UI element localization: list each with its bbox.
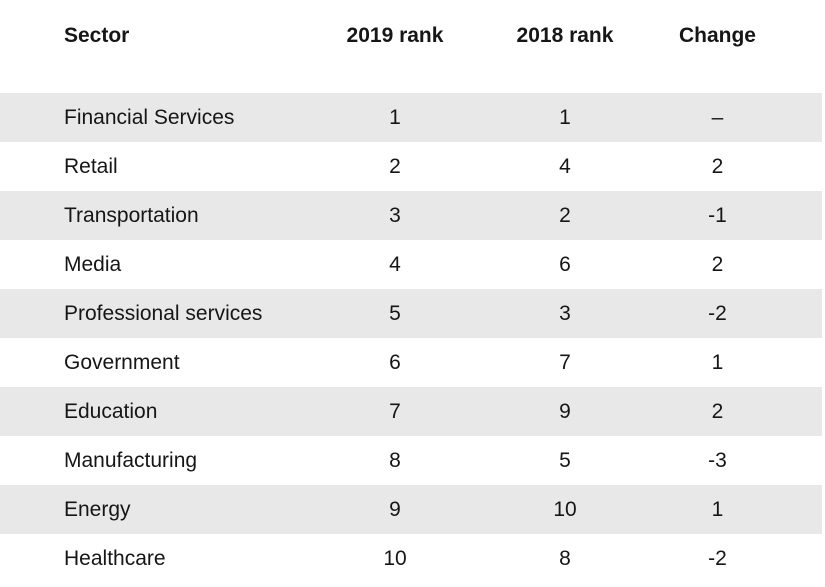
change-cell: -2: [708, 546, 727, 570]
rank-2019-cell: 3: [389, 203, 401, 227]
change-cell: 1: [711, 350, 724, 374]
rank-2018-cell: 5: [559, 448, 571, 472]
change-cell: 1: [711, 497, 724, 521]
rank-2018-cell: 3: [559, 301, 571, 325]
sector-cell: Financial Services: [64, 105, 235, 129]
rank-2019-cell: 5: [389, 301, 401, 325]
change-cell: -2: [708, 301, 727, 325]
sector-cell: Manufacturing: [64, 448, 198, 472]
sector-cell: Professional services: [64, 301, 263, 325]
rank-2019-cell: 9: [389, 497, 401, 521]
rank-2019-cell: 2: [389, 154, 401, 178]
rank-2018-cell: 7: [559, 350, 571, 374]
header-2018-rank: 2018 rank: [516, 24, 614, 47]
sector-cell: Government: [64, 350, 180, 374]
rank-2019-cell: 10: [383, 546, 407, 570]
header-2019-rank: 2019 rank: [346, 24, 444, 47]
rank-2019-cell: 1: [389, 105, 401, 129]
rank-2019-cell: 7: [389, 399, 401, 423]
table-row: Government 6 7 1: [0, 338, 822, 387]
rank-2019-cell: 6: [389, 350, 401, 374]
change-cell: -3: [708, 448, 727, 472]
table-header: Sector 2019 rank 2018 rank Change: [0, 16, 825, 56]
rank-2018-cell: 2: [559, 203, 571, 227]
rank-2018-cell: 1: [559, 105, 571, 129]
table-row: Transportation 3 2 -1: [0, 191, 822, 240]
rank-2018-cell: 4: [559, 154, 571, 178]
rank-2019-cell: 8: [389, 448, 401, 472]
sector-cell: Media: [64, 252, 122, 276]
table-row: Energy 9 10 1: [0, 485, 822, 534]
sector-cell: Healthcare: [64, 546, 166, 570]
sector-cell: Energy: [64, 497, 131, 521]
change-cell: 2: [711, 399, 724, 423]
sector-cell: Education: [64, 399, 158, 423]
rank-2018-cell: 9: [559, 399, 571, 423]
table-row: Manufacturing 8 5 -3: [0, 436, 822, 485]
header-sector: Sector: [64, 24, 130, 47]
table-row: Retail 2 4 2: [0, 142, 822, 191]
header-change: Change: [678, 24, 756, 47]
change-cell: 2: [711, 252, 724, 276]
rank-2018-cell: 10: [553, 497, 577, 521]
table-row: Financial Services 1 1 –: [0, 93, 822, 142]
change-cell: –: [711, 105, 724, 129]
rank-2018-cell: 6: [559, 252, 571, 276]
rank-2019-cell: 4: [389, 252, 401, 276]
table-row: Education 7 9 2: [0, 387, 822, 436]
table-row: Healthcare 10 8 -2: [0, 534, 822, 583]
sector-cell: Transportation: [64, 203, 199, 227]
change-cell: 2: [711, 154, 724, 178]
change-cell: -1: [708, 203, 727, 227]
table-row: Professional services 5 3 -2: [0, 289, 822, 338]
rank-2018-cell: 8: [559, 546, 571, 570]
sector-cell: Retail: [64, 154, 118, 178]
table-row: Media 4 6 2: [0, 240, 822, 289]
